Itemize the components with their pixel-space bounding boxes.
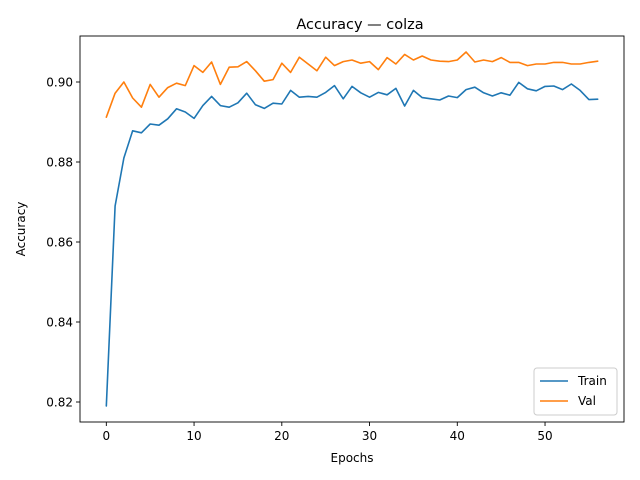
plot-area: [105, 51, 599, 407]
y-tick-label: 0.88: [46, 156, 73, 170]
x-tick-label: 30: [362, 429, 377, 443]
x-tick-label: 20: [274, 429, 289, 443]
x-axis: 0 10 20 30 40 50: [103, 422, 553, 443]
legend-box: [533, 367, 618, 416]
y-axis: 0.82 0.84 0.86 0.88 0.90: [46, 76, 80, 410]
legend-label-val: Val: [578, 394, 596, 408]
series-line-train: [105, 81, 599, 407]
y-tick-label: 0.82: [46, 396, 73, 410]
y-axis-label: Accuracy: [14, 202, 28, 257]
axes-frame: [79, 35, 625, 423]
y-tick-label: 0.84: [46, 316, 73, 330]
y-tick-label: 0.86: [46, 236, 73, 250]
x-axis-label: Epochs: [331, 451, 374, 465]
x-tick-label: 10: [186, 429, 201, 443]
x-tick-label: 0: [103, 429, 111, 443]
legend-label-train: Train: [577, 374, 607, 388]
x-tick-label: 40: [450, 429, 465, 443]
x-tick-label: 50: [537, 429, 552, 443]
series-line-val: [105, 51, 599, 118]
y-tick-label: 0.90: [46, 76, 73, 90]
legend: Train Val: [533, 367, 618, 416]
chart-title: Accuracy — colza: [296, 17, 423, 33]
